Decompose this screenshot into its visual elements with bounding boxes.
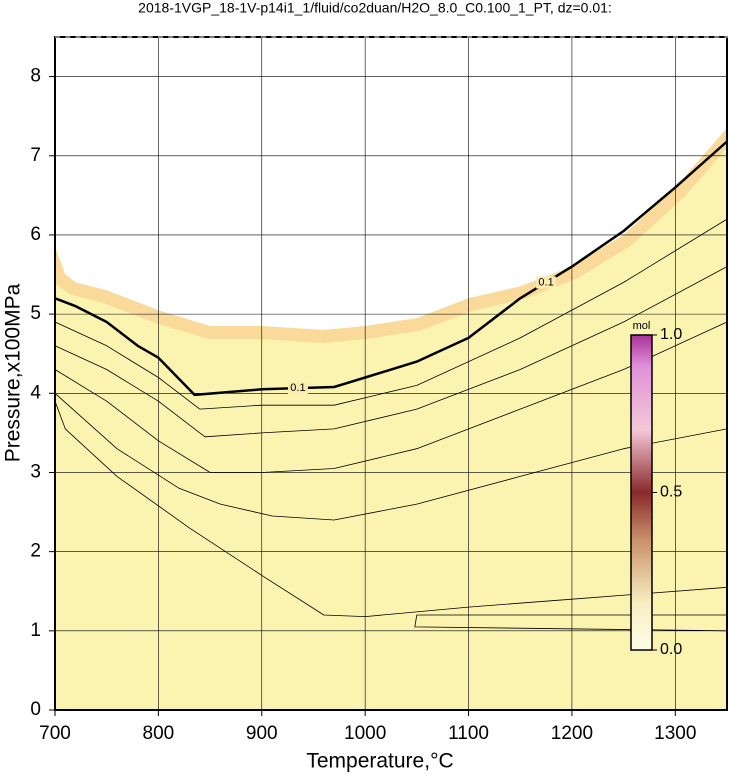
- chart-title: 2018-1VGP_18-1V-p14i1_1/fluid/co2duan/H2…: [138, 0, 612, 16]
- y-tick-label: 7: [30, 145, 41, 166]
- contour-line: [414, 614, 728, 632]
- colorbar-tick-label: 0.0: [660, 641, 682, 658]
- y-tick-label: 6: [30, 224, 41, 245]
- contour-line: [54, 401, 728, 617]
- plot-frame: [54, 36, 728, 711]
- y-tick-label: 2: [30, 541, 41, 562]
- contour-label-bg: [287, 382, 308, 395]
- x-tick-label: 1100: [448, 723, 489, 744]
- contour-line: [54, 266, 728, 438]
- contour-line: [54, 218, 728, 410]
- y-tick-label: 0: [30, 699, 41, 720]
- contour-line: [54, 321, 728, 473]
- colorbar-title: mol: [633, 320, 651, 332]
- y-tick-label: 1: [30, 620, 41, 641]
- contour-label: 0.1: [538, 276, 553, 288]
- labeled-contour: [54, 140, 728, 397]
- y-tick-label: 8: [30, 66, 41, 87]
- colorbar-tick-label: 0.5: [660, 484, 682, 501]
- y-tick-label: 5: [30, 303, 41, 324]
- x-axis-title: Temperature,°C: [306, 750, 453, 773]
- colorbar-tick-label: 1.0: [660, 326, 682, 343]
- x-tick-label: 1000: [344, 723, 386, 744]
- x-tick-label: 1300: [654, 723, 696, 744]
- colorbar: [630, 334, 653, 651]
- x-tick-label: 900: [246, 723, 278, 744]
- x-tick-label: 700: [39, 723, 71, 744]
- contour-line: [54, 393, 728, 521]
- x-tick-label: 800: [143, 723, 175, 744]
- y-tick-label: 3: [30, 461, 41, 482]
- y-tick-label: 4: [30, 382, 41, 403]
- stable-field: [55, 128, 727, 711]
- contour-label: 0.1: [290, 382, 305, 394]
- x-tick-label: 1200: [551, 723, 593, 744]
- contour-label-bg: [536, 276, 557, 289]
- y-axis-title: Pressure,x100MPa: [2, 283, 25, 462]
- field-edge-band: [55, 128, 727, 344]
